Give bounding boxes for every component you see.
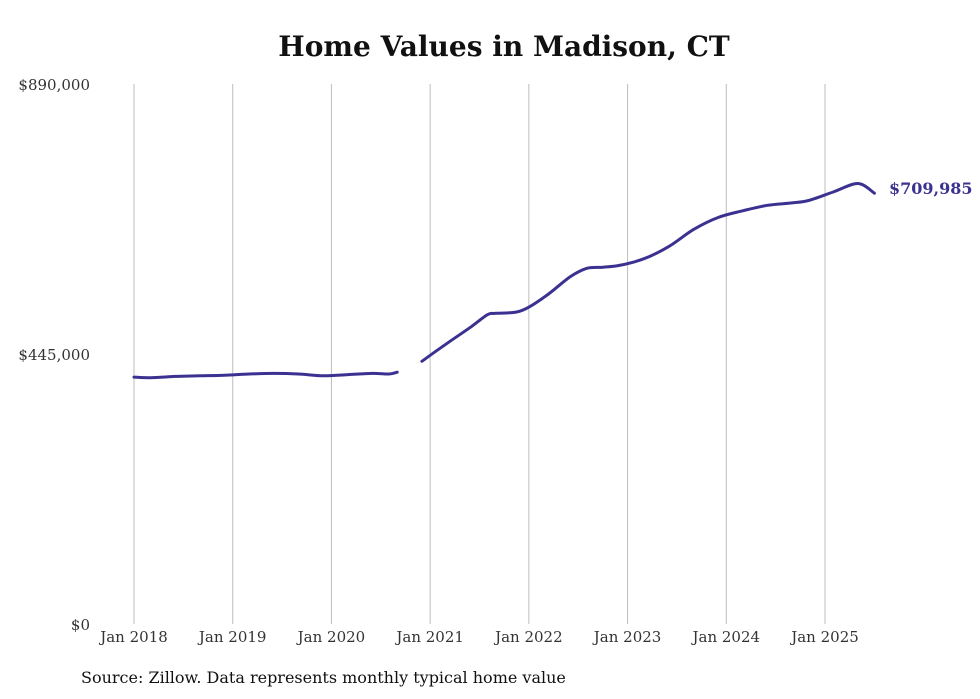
x-tick-label: Jan 2022 xyxy=(493,628,563,646)
x-tick-label: Jan 2024 xyxy=(691,628,761,646)
end-value-label: $709,985 xyxy=(889,179,973,198)
x-tick-label: Jan 2025 xyxy=(789,628,859,646)
chart-title: Home Values in Madison, CT xyxy=(278,30,730,63)
x-tick-label: Jan 2018 xyxy=(98,628,168,646)
y-tick-label: $0 xyxy=(71,616,90,634)
x-tick-label: Jan 2021 xyxy=(394,628,464,646)
y-axis-ticks: $0 $445,000 $890,000 xyxy=(18,76,90,634)
y-tick-label: $890,000 xyxy=(18,76,90,94)
gridlines xyxy=(133,84,826,624)
series-lines xyxy=(132,182,876,380)
x-axis-ticks: Jan 2018 Jan 2019 Jan 2020 Jan 2021 Jan 2022… xyxy=(98,628,859,646)
x-tick-label: Jan 2019 xyxy=(197,628,267,646)
series-line-segment xyxy=(420,182,876,363)
x-tick-label: Jan 2023 xyxy=(592,628,662,646)
source-note: Source: Zillow. Data represents monthly … xyxy=(81,668,566,687)
x-tick-label: Jan 2020 xyxy=(296,628,366,646)
series-line-segment xyxy=(132,370,399,380)
y-tick-label: $445,000 xyxy=(18,346,90,364)
